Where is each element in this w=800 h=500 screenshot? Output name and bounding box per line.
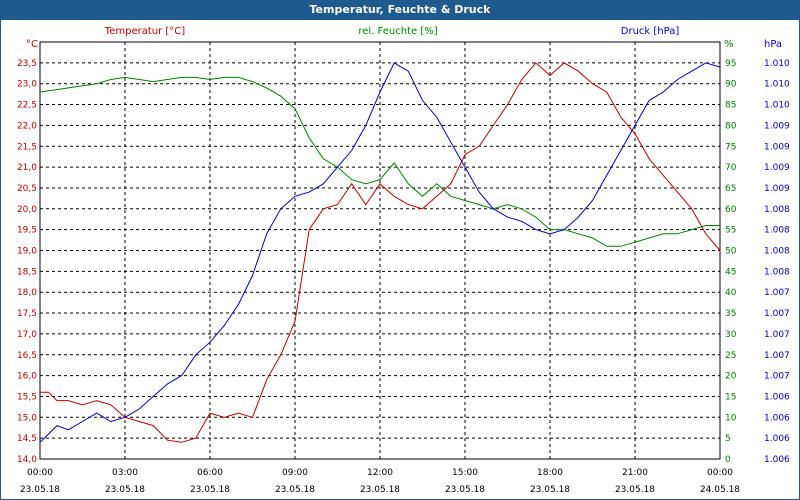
- x-tick-date: 23.05.18: [20, 485, 60, 495]
- humidity-tick-label: 65: [725, 184, 736, 194]
- pressure-tick-label: 1.009: [764, 121, 790, 131]
- pressure-tick-labels: 1.006 1.006 1.006 1.006 1.007 1.007 1.007 1.007…: [764, 59, 790, 465]
- humidity-tick-labels: 0 5 10 15 20 25 30 35 40 45 50 55 60 65 70 75 80 85 90 95: [725, 59, 737, 465]
- pressure-unit-label: hPa: [764, 39, 782, 50]
- x-tick-time: 15:00: [452, 468, 478, 478]
- series-line-temperature: [40, 62, 721, 443]
- pressure-tick-label: 1.007: [764, 288, 790, 298]
- temperature-tick-label: 21,5: [17, 142, 37, 152]
- series-line-humidity: [39, 76, 720, 247]
- humidity-tick-label: 60: [725, 205, 737, 215]
- pressure-axis-title: Druck [hPa]: [621, 26, 680, 37]
- humidity-tick-label: 25: [725, 351, 736, 361]
- pressure-tick-label: 1.006: [764, 392, 790, 402]
- temperature-tick-label: 18,5: [17, 267, 37, 277]
- humidity-tick-label: 75: [725, 142, 736, 152]
- pressure-tick-label: 1.009: [764, 142, 790, 152]
- x-tick-date: 23.05.18: [360, 485, 400, 495]
- humidity-tick-label: 35: [725, 309, 736, 319]
- pressure-tick-label: 1.008: [764, 267, 790, 277]
- pressure-tick-label: 1.006: [764, 434, 790, 444]
- temperature-axis-title: Temperatur [°C]: [104, 26, 185, 37]
- x-tick-date: 23.05.18: [530, 485, 570, 495]
- temperature-tick-label: 20,0: [17, 205, 37, 215]
- time-tick-labels: 00:00 23.05.18 03:00 23.05.18 06:00 23.05.18 0…: [20, 468, 740, 495]
- series-lines: [39, 62, 721, 443]
- pressure-tick-label: 1.010: [764, 101, 790, 111]
- humidity-tick-label: 15: [725, 392, 736, 402]
- x-tick-time: 06:00: [197, 468, 223, 478]
- humidity-tick-label: 70: [725, 163, 737, 173]
- pressure-tick-label: 1.006: [764, 413, 790, 423]
- pressure-tick-label: 1.006: [764, 455, 790, 465]
- temperature-tick-label: 20,5: [17, 184, 37, 194]
- humidity-tick-label: 45: [725, 267, 736, 277]
- pressure-tick-label: 1.008: [764, 205, 790, 215]
- temperature-tick-label: 21,0: [17, 163, 37, 173]
- humidity-tick-label: 10: [725, 413, 737, 423]
- temperature-tick-label: 16,0: [17, 372, 37, 382]
- humidity-tick-label: 90: [725, 80, 737, 90]
- humidity-tick-label: 5: [725, 434, 731, 444]
- temperature-tick-label: 19,5: [17, 226, 37, 236]
- pressure-tick-label: 1.007: [764, 330, 790, 340]
- temperature-tick-label: 17,5: [17, 309, 37, 319]
- x-tick-time: 00:00: [27, 468, 53, 478]
- temperature-tick-label: 22,5: [17, 101, 37, 111]
- pressure-tick-label: 1.007: [764, 309, 790, 319]
- temperature-tick-label: 15,5: [17, 392, 37, 402]
- x-tick-date: 23.05.18: [190, 485, 230, 495]
- x-tick-time: 00:00: [707, 468, 733, 478]
- pressure-tick-label: 1.009: [764, 163, 790, 173]
- pressure-tick-label: 1.009: [764, 184, 790, 194]
- pressure-tick-label: 1.008: [764, 247, 790, 257]
- temperature-tick-label: 17,0: [17, 330, 37, 340]
- pressure-tick-label: 1.010: [764, 80, 790, 90]
- humidity-unit-label: %: [724, 39, 734, 50]
- humidity-axis-title: rel. Feuchte [%]: [358, 26, 437, 37]
- temperature-tick-label: 23,5: [17, 59, 37, 69]
- x-tick-time: 18:00: [537, 468, 563, 478]
- humidity-tick-label: 40: [725, 288, 737, 298]
- chart-title-bar: Temperatur, Feuchte & Druck: [0, 0, 800, 20]
- x-tick-date: 23.05.18: [615, 485, 655, 495]
- pressure-tick-label: 1.008: [764, 226, 790, 236]
- x-tick-time: 09:00: [282, 468, 308, 478]
- humidity-tick-label: 50: [725, 247, 737, 257]
- pressure-tick-label: 1.007: [764, 351, 790, 361]
- x-tick-time: 21:00: [622, 468, 648, 478]
- humidity-tick-label: 30: [725, 330, 737, 340]
- temperature-tick-label: 22,0: [17, 121, 37, 131]
- humidity-tick-label: 55: [725, 226, 736, 236]
- temperature-tick-label: 16,5: [17, 351, 37, 361]
- temperature-tick-label: 14,5: [17, 434, 37, 444]
- x-tick-date: 24.05.18: [700, 485, 740, 495]
- temperature-tick-labels: 14,0 14,5 15,0 15,5 16,0 16,5 17,0 17,5 18,0 18,5…: [17, 59, 37, 465]
- series-line-pressure: [39, 62, 721, 443]
- temperature-tick-label: 15,0: [17, 413, 37, 423]
- x-tick-date: 23.05.18: [445, 485, 485, 495]
- temperature-tick-label: 23,0: [17, 80, 37, 90]
- x-tick-time: 03:00: [112, 468, 138, 478]
- humidity-tick-label: 80: [725, 121, 737, 131]
- humidity-tick-label: 0: [725, 455, 731, 465]
- temperature-unit-label: °C: [26, 39, 38, 50]
- x-tick-time: 12:00: [367, 468, 393, 478]
- x-tick-date: 23.05.18: [275, 485, 315, 495]
- chart-title: Temperatur, Feuchte & Druck: [309, 3, 491, 16]
- humidity-tick-label: 95: [725, 59, 736, 69]
- pressure-tick-label: 1.010: [764, 59, 790, 69]
- x-tick-date: 23.05.18: [105, 485, 145, 495]
- temperature-tick-label: 19,0: [17, 247, 37, 257]
- humidity-tick-label: 85: [725, 101, 736, 111]
- pressure-tick-label: 1.007: [764, 372, 790, 382]
- temperature-tick-label: 14,0: [17, 455, 37, 465]
- humidity-tick-label: 20: [725, 372, 737, 382]
- grid: [40, 42, 720, 459]
- temperature-tick-label: 18,0: [17, 288, 37, 298]
